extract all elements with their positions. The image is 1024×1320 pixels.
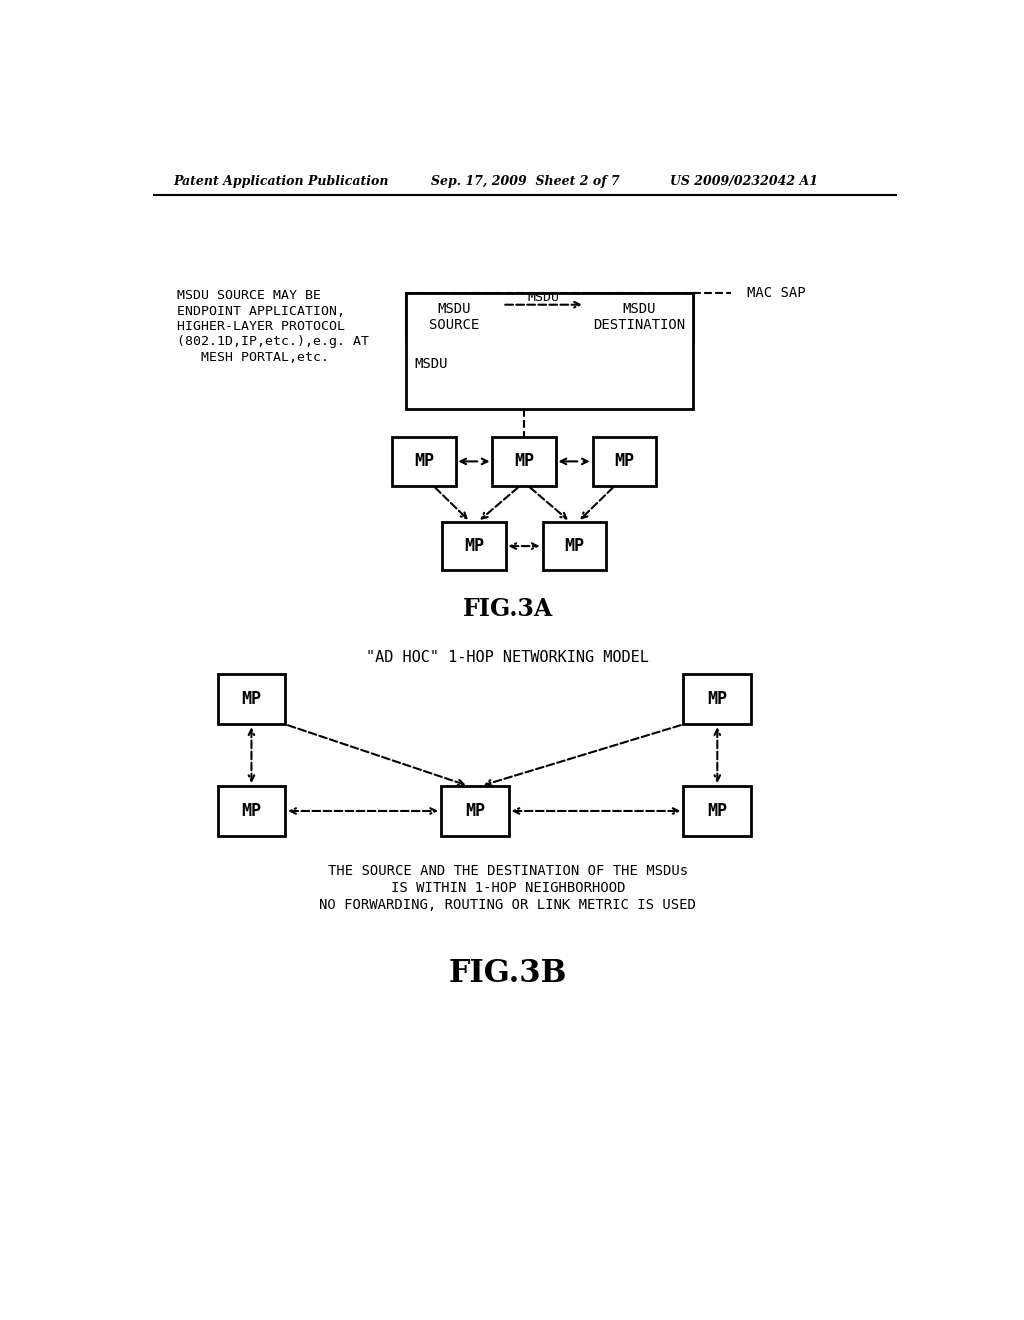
Text: Patent Application Publication: Patent Application Publication — [173, 176, 388, 187]
Text: HIGHER-LAYER PROTOCOL: HIGHER-LAYER PROTOCOL — [177, 321, 345, 333]
Text: MP: MP — [464, 537, 484, 556]
Bar — [543, 521, 605, 570]
Bar — [442, 521, 506, 570]
Bar — [683, 785, 752, 836]
Text: DESTINATION: DESTINATION — [593, 318, 685, 331]
Text: MP: MP — [708, 690, 727, 709]
Text: FIG.3A: FIG.3A — [463, 597, 553, 620]
Bar — [683, 675, 752, 725]
Bar — [407, 293, 692, 409]
Text: THE SOURCE AND THE DESTINATION OF THE MSDUs: THE SOURCE AND THE DESTINATION OF THE MS… — [328, 863, 688, 878]
Text: MP: MP — [614, 453, 634, 470]
Text: Sep. 17, 2009  Sheet 2 of 7: Sep. 17, 2009 Sheet 2 of 7 — [431, 176, 620, 187]
Text: MSDU SOURCE MAY BE: MSDU SOURCE MAY BE — [177, 289, 321, 302]
Text: MP: MP — [514, 453, 535, 470]
Text: MP: MP — [708, 803, 727, 820]
Bar — [493, 437, 556, 486]
Text: MP: MP — [242, 690, 261, 709]
Text: MESH PORTAL,etc.: MESH PORTAL,etc. — [177, 351, 329, 364]
Text: FIG.3B: FIG.3B — [449, 957, 567, 989]
Bar — [217, 785, 286, 836]
Text: IS WITHIN 1-HOP NEIGHBORHOOD: IS WITHIN 1-HOP NEIGHBORHOOD — [390, 880, 625, 895]
Text: MP: MP — [414, 453, 434, 470]
Text: NO FORWARDING, ROUTING OR LINK METRIC IS USED: NO FORWARDING, ROUTING OR LINK METRIC IS… — [319, 898, 696, 912]
Text: MP: MP — [465, 803, 484, 820]
Text: "AD HOC" 1-HOP NETWORKING MODEL: "AD HOC" 1-HOP NETWORKING MODEL — [367, 649, 649, 665]
Text: MSDU: MSDU — [437, 302, 471, 317]
Text: SOURCE: SOURCE — [429, 318, 479, 331]
Text: MSDU: MSDU — [527, 290, 560, 304]
Bar — [392, 437, 456, 486]
Bar — [593, 437, 655, 486]
Bar — [217, 675, 286, 725]
Text: MP: MP — [242, 803, 261, 820]
Bar — [585, 293, 692, 341]
Text: MP: MP — [564, 537, 584, 556]
Text: US 2009/0232042 A1: US 2009/0232042 A1 — [670, 176, 817, 187]
Text: MSDU: MSDU — [414, 356, 447, 371]
Bar — [441, 785, 509, 836]
Text: (802.1D,IP,etc.),e.g. AT: (802.1D,IP,etc.),e.g. AT — [177, 335, 369, 348]
Text: MAC SAP: MAC SAP — [746, 286, 805, 300]
Text: MSDU: MSDU — [622, 302, 655, 317]
Text: ENDPOINT APPLICATION,: ENDPOINT APPLICATION, — [177, 305, 345, 318]
Bar — [407, 293, 503, 341]
